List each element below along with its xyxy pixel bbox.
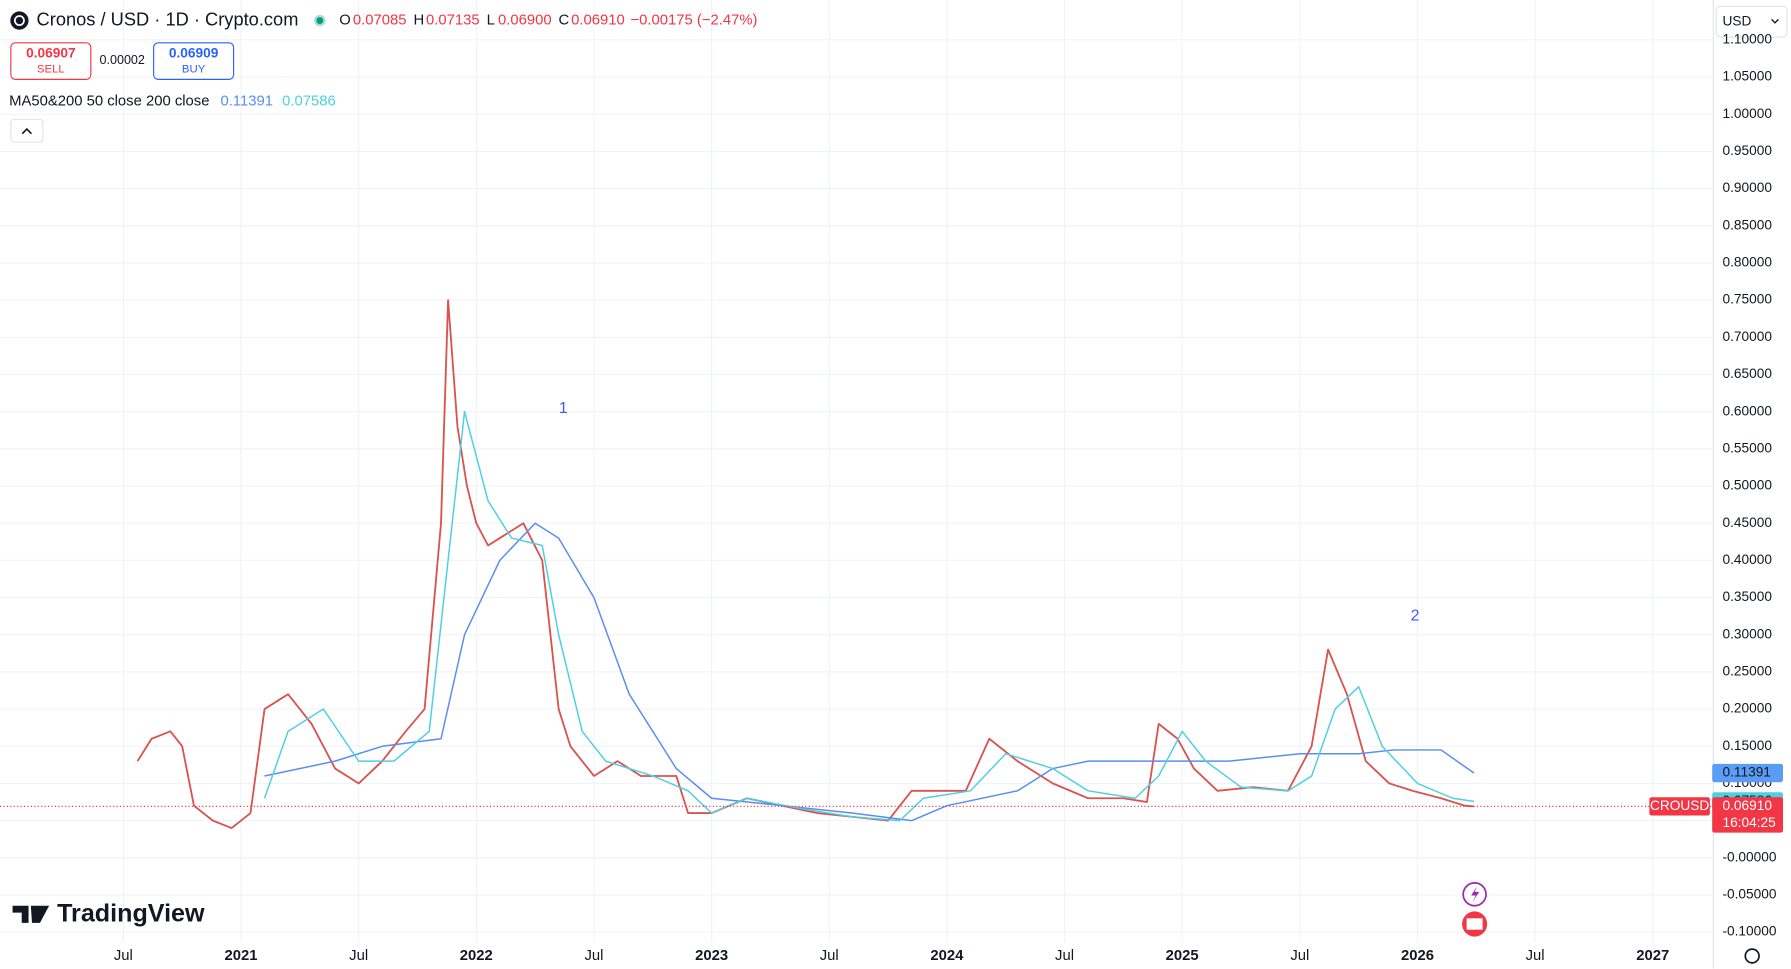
symbol-title[interactable]: Cronos / USD · 1D · Crypto.com xyxy=(37,8,299,29)
symbol-badge xyxy=(1649,797,1710,816)
ma-badge xyxy=(1712,763,1784,783)
y-tick-label: 0.80000 xyxy=(1722,255,1772,270)
ohlc-key: H xyxy=(413,12,424,28)
y-tick-label: 0.70000 xyxy=(1722,329,1772,344)
symbol-badge-label: CROUSD xyxy=(1650,798,1709,813)
annotation: 1 xyxy=(559,400,568,417)
series-line xyxy=(263,410,1475,822)
y-tick-label: 0.50000 xyxy=(1722,478,1772,493)
ma-badge-label: 0.11391 xyxy=(1722,765,1770,780)
x-tick-label: 2027 xyxy=(1636,948,1669,964)
y-tick-label: 0.15000 xyxy=(1722,738,1772,753)
y-tick-label: 0.90000 xyxy=(1722,180,1772,195)
ohlc-key: O xyxy=(339,12,351,28)
x-tick-label: 2021 xyxy=(225,948,258,964)
series-line xyxy=(264,522,1475,822)
x-tick-label: 2025 xyxy=(1166,948,1199,964)
y-tick-label: 0.75000 xyxy=(1722,292,1772,307)
symbol-logo-ring xyxy=(13,15,25,26)
y-tick-label: -0.10000 xyxy=(1722,924,1776,939)
y-tick-label: 1.10000 xyxy=(1722,31,1772,46)
annotation: 2 xyxy=(1411,607,1420,624)
y-tick-label: 1.05000 xyxy=(1722,69,1772,84)
x-tick-label: Jul xyxy=(820,948,839,964)
price-change: −0.00175 (−2.47%) xyxy=(631,12,758,28)
series-line xyxy=(136,299,1474,829)
y-tick-label: 0.30000 xyxy=(1722,626,1772,641)
x-tick-label: Jul xyxy=(349,948,368,964)
price-badge-label: 0.06910 xyxy=(1722,798,1772,813)
chevron-icon xyxy=(21,127,32,135)
x-tick-label: Jul xyxy=(114,948,133,964)
sell-price: 0.06907 xyxy=(26,45,76,60)
y-tick-label: 0.25000 xyxy=(1722,663,1772,678)
x-tick-label: Jul xyxy=(1526,948,1545,964)
ohlc-value: 0.06910 xyxy=(571,12,625,28)
ohlc-value: 0.07135 xyxy=(426,12,480,28)
x-tick-label: 2026 xyxy=(1401,948,1434,964)
y-tick-label: 1.00000 xyxy=(1722,106,1772,121)
market-status-dot xyxy=(316,17,324,24)
x-tick-label: 2024 xyxy=(930,948,964,964)
ohlc-key: C xyxy=(559,12,570,28)
y-tick-label: -0.00000 xyxy=(1722,849,1776,864)
x-tick-label: 2023 xyxy=(695,948,728,964)
y-tick-label: 0.45000 xyxy=(1722,515,1772,530)
y-tick-label: 0.95000 xyxy=(1722,143,1772,158)
indicator-name[interactable]: MA50&200 50 close 200 close xyxy=(9,94,209,110)
y-tick-label: -0.05000 xyxy=(1722,887,1776,902)
x-tick-label: 2022 xyxy=(460,948,493,964)
plot xyxy=(0,299,1714,829)
spread: 0.00002 xyxy=(100,53,145,67)
buy-button[interactable] xyxy=(153,42,235,80)
buy-price: 0.06909 xyxy=(169,45,219,60)
dropdown-arrow xyxy=(1771,18,1779,24)
sell-label: SELL xyxy=(37,64,65,76)
x-tick-label: Jul xyxy=(584,948,603,964)
x-tick-label: Jul xyxy=(1055,948,1074,964)
collapse-button[interactable] xyxy=(10,118,44,143)
ohlc-key: L xyxy=(487,12,495,28)
tv-logo-mark xyxy=(12,905,50,923)
tv-logo-text[interactable]: TradingView xyxy=(57,900,205,928)
y-tick-label: 0.85000 xyxy=(1722,217,1772,232)
indicator-value: 0.07586 xyxy=(282,94,336,110)
y-tick-label: 0.65000 xyxy=(1722,366,1772,381)
ohlc-value: 0.06900 xyxy=(498,12,552,28)
grid xyxy=(0,0,1714,943)
y-tick-label: 0.40000 xyxy=(1722,552,1772,567)
currency-label: USD xyxy=(1722,13,1751,28)
currency-dropdown[interactable] xyxy=(1715,5,1788,38)
sell-button[interactable] xyxy=(10,42,92,80)
indicator-value: 0.11391 xyxy=(220,94,273,110)
event-flag-glyph xyxy=(1466,918,1483,930)
y-tick-label: 0.20000 xyxy=(1722,701,1772,716)
x-tick-label: Jul xyxy=(1290,948,1309,964)
y-tick-label: 0.55000 xyxy=(1722,440,1772,455)
countdown: 16:04:25 xyxy=(1722,815,1776,830)
price-badge xyxy=(1712,797,1784,833)
lightning-glyph xyxy=(1471,886,1480,903)
symbol-logo xyxy=(10,11,29,30)
ohlc-value: 0.07085 xyxy=(353,12,407,28)
buy-label: BUY xyxy=(182,64,206,76)
y-tick-label: 0.35000 xyxy=(1722,589,1772,604)
y-tick-label: 0.60000 xyxy=(1722,403,1772,418)
settings-icon[interactable] xyxy=(1744,948,1760,964)
